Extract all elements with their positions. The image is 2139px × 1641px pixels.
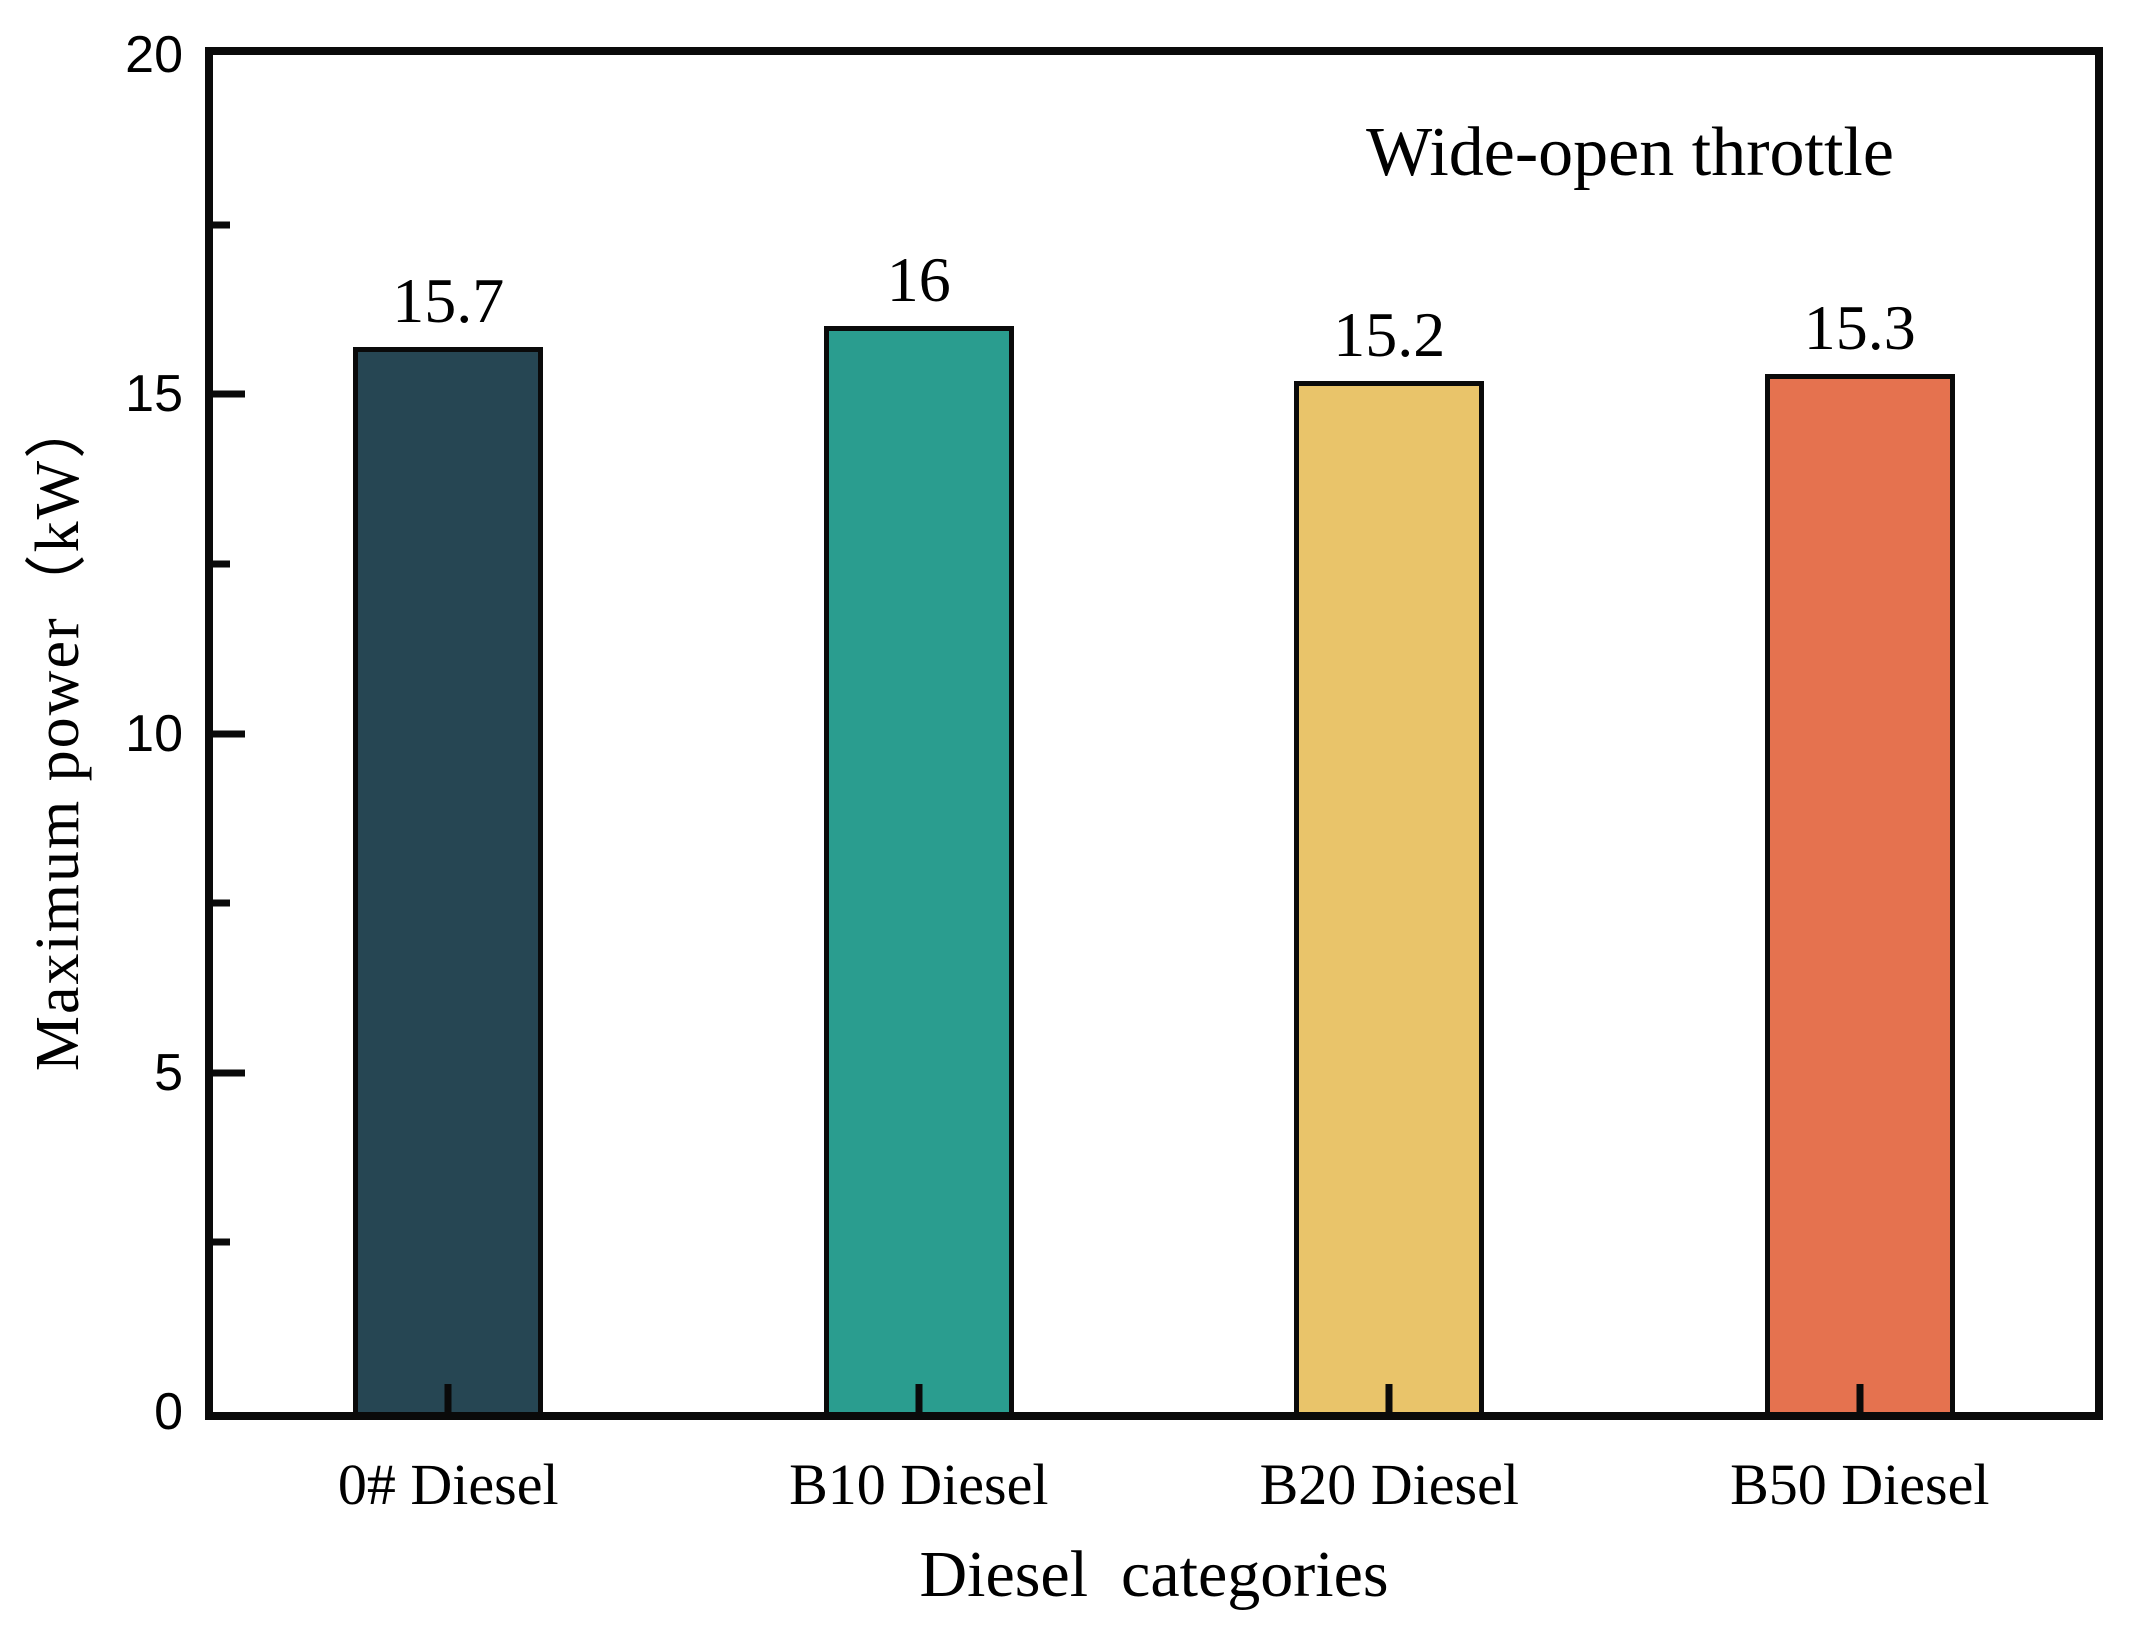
- bar-value-label: 15.7: [392, 264, 505, 336]
- y-axis-major-tick: [213, 390, 245, 398]
- y-axis-tick-label: 15: [125, 365, 183, 424]
- bar-b20-diesel: [1294, 380, 1485, 1412]
- y-axis-tick-label: 5: [154, 1043, 183, 1102]
- x-axis-tick: [444, 1384, 452, 1412]
- bar-b10-diesel: [823, 326, 1014, 1412]
- x-axis-tick: [1856, 1384, 1864, 1412]
- bar-0-diesel: [353, 346, 544, 1412]
- bar-value-label: 16: [886, 244, 951, 316]
- y-axis-major-tick: [213, 1069, 245, 1077]
- y-axis-tick-label: 10: [125, 704, 183, 763]
- y-axis-tick-label: 0: [154, 1383, 183, 1441]
- x-category-label: 0# Diesel: [337, 1452, 559, 1517]
- bar-value-label: 15.3: [1803, 291, 1916, 363]
- y-axis-minor-tick: [213, 221, 230, 229]
- annotation-wide-open-throttle: Wide-open throttle: [1366, 114, 1894, 191]
- bar-value-label: 15.2: [1333, 298, 1446, 370]
- y-axis-minor-tick: [213, 1238, 230, 1246]
- y-axis-minor-tick: [213, 899, 230, 907]
- x-axis-tick: [915, 1384, 923, 1412]
- x-category-label: B50 Diesel: [1730, 1452, 1990, 1517]
- x-axis-title: Diesel categories: [919, 1538, 1389, 1611]
- x-category-label: B10 Diesel: [789, 1452, 1049, 1517]
- plot-inner: 0 5 10 15 20 15.7 0# Diesel 16 B10 Diesel 15.2 B20…: [125, 29, 2095, 1514]
- x-axis-tick: [1385, 1384, 1393, 1412]
- y-axis-tick-label: 20: [125, 26, 183, 84]
- y-axis-minor-tick: [213, 560, 230, 568]
- y-axis-title: Maximum power（kW）: [24, 394, 92, 1072]
- x-category-label: B20 Diesel: [1259, 1452, 1519, 1517]
- plot-area: 0 5 10 15 20 15.7 0# Diesel 16 B10 Diesel 15.2 B20…: [125, 29, 2103, 1514]
- y-axis-major-tick: [213, 730, 245, 737]
- bar-b50-diesel: [1764, 373, 1955, 1412]
